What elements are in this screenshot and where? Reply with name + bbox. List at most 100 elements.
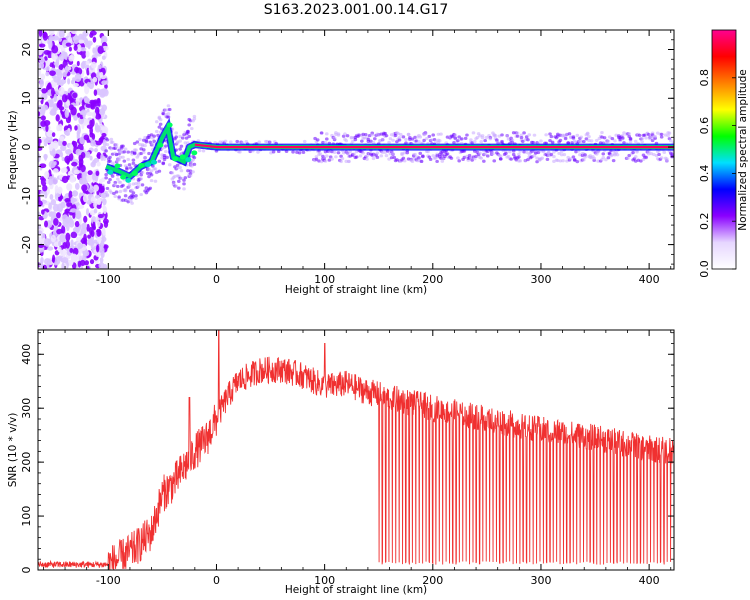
spectrogram-halo-cell [511,152,516,157]
spectrogram-halo-cell [485,154,490,158]
spectrogram-halo-cell [257,140,262,144]
spectrogram-halo-cell [344,159,349,164]
spectrogram-halo-cell [511,131,516,135]
spectrogram-frame [37,29,675,270]
spectrogram-halo-cell [505,134,510,138]
spectrogram-noise-cell [86,81,91,88]
spectrogram-halo-cell [435,159,439,164]
colorbar-tick-label: 0.0 [698,260,711,278]
spectrogram-halo-cell [235,139,240,144]
spectrogram-noise-cell [61,156,66,162]
spectrogram-halo-cell [611,159,616,163]
spectrogram-halo-cell [519,136,524,140]
spectrogram-noise-cell [57,81,64,87]
spectrogram-halo-cell [126,157,131,162]
spectrogram-halo-cell [188,173,193,178]
spectrogram-halo-cell [113,194,118,198]
spectrogram-noise-cell [91,118,95,127]
spectrogram-halo-cell [366,139,371,143]
spectrogram-noise-cell [95,30,102,33]
spectrogram-noise-cell [90,230,95,238]
spectrogram-noise-cell [57,139,64,147]
spectrogram-halo-cell [500,139,504,144]
spectrogram-halo-cell [404,137,408,142]
spectrogram-noise-cell [53,61,60,66]
spectrogram-halo-cell [104,172,108,177]
spectrogram-noise-cell [86,111,93,117]
spectrogram-halo-cell [187,123,192,127]
spectrogram-halo-cell [539,139,543,143]
spectrogram-halo-cell [179,176,184,181]
spectrogram-halo-cell [579,139,583,143]
spectrogram-noise-cell [84,260,90,266]
spectrogram-halo-cell [114,145,119,149]
spectrogram-noise-cell [58,86,65,95]
spectrogram-noise-cell [38,230,43,235]
spectrogram-noise-cell [64,155,71,164]
spectrogram-halo-cell [178,139,182,143]
spectrogram-noise-cell [73,35,80,45]
spectrogram-noise-cell [81,184,88,192]
spectrogram-halo-cell [371,140,376,145]
spectrogram-halo-cell [498,154,503,158]
snr-x-tick-label: -100 [96,574,121,587]
spectrogram-halo-cell [585,131,590,135]
spectrogram-halo-cell [108,178,112,182]
spectrogram-halo-cell [164,108,168,112]
spectrogram-halo-cell [558,159,563,163]
spectrogram-noise-cell [48,178,54,186]
spectrogram-noise-cell [64,129,70,136]
spectrogram-halo-cell [347,159,351,164]
spectrogram-noise-cell [38,138,42,144]
spectrogram-halo-cell [449,156,454,160]
spectrogram-halo-cell [358,154,363,158]
spectrogram-noise-cell [82,112,86,118]
spectrogram-halo-cell [126,150,131,154]
spectrogram-halo-cell [478,151,482,155]
spectrogram-noise-cell [77,125,81,135]
spectrogram-halo-cell [178,165,182,170]
spectrogram-halo-cell [123,187,128,192]
spectrogram-halo-cell [518,159,522,163]
spectrogram-y-tick-label: -10 [20,187,33,205]
spectrogram-noise-cell [102,126,109,135]
spectrogram-halo-cell [141,150,146,154]
spectrogram-halo-cell [182,182,186,186]
spectrogram-noise-cell [100,88,108,95]
spectrogram-halo-cell [166,104,171,108]
spectrogram-halo-cell [164,144,168,148]
spectrogram-halo-cell [520,139,525,144]
spectrogram-halo-cell [527,133,532,137]
snr-x-ticks: -100 0 100 200 300 400 [43,330,672,587]
spectrogram-halo-cell [127,184,132,188]
spectrogram-halo-cell [384,154,389,158]
spectrogram-noise-cell [75,97,80,107]
spectrogram-noise-cell [91,172,97,181]
spectrogram-halo-cell [544,133,548,137]
spectrogram-halo-cell [352,152,356,156]
spectrogram-noise-cell [85,208,90,216]
spectrogram-halo-cell [362,136,367,140]
spectrogram-noise-cell [89,99,96,105]
spectrogram-noise-cell [73,45,78,51]
spectrogram-noise-cell [76,60,80,67]
spectrogram-halo-cell [535,160,539,164]
spectrogram-halo-cell [398,132,403,137]
spectrogram-noise-cell [55,149,63,156]
spectrogram-halo-cell [627,153,632,158]
spectrogram-halo-cell [353,138,358,142]
spectrogram-noise-cell [87,43,91,50]
spectrogram-noise-cell [66,202,72,207]
spectrogram-noise-cell [92,159,97,165]
spectrogram-noise-cell [42,184,48,192]
spectrogram-halo-cell [114,143,119,147]
spectrogram-halo-cell [628,137,633,142]
spectrogram-halo-cell [109,137,114,141]
spectrogram-noise-cell [39,56,45,64]
spectrogram-halo-cell [197,148,202,153]
spectrogram-noise-cell [76,254,83,262]
spectrogram-halo-cell [365,157,369,161]
spectrogram-noise-cell [38,142,41,147]
spectrogram-halo-cell [153,167,158,171]
spectrogram-halo-cell [478,134,482,138]
